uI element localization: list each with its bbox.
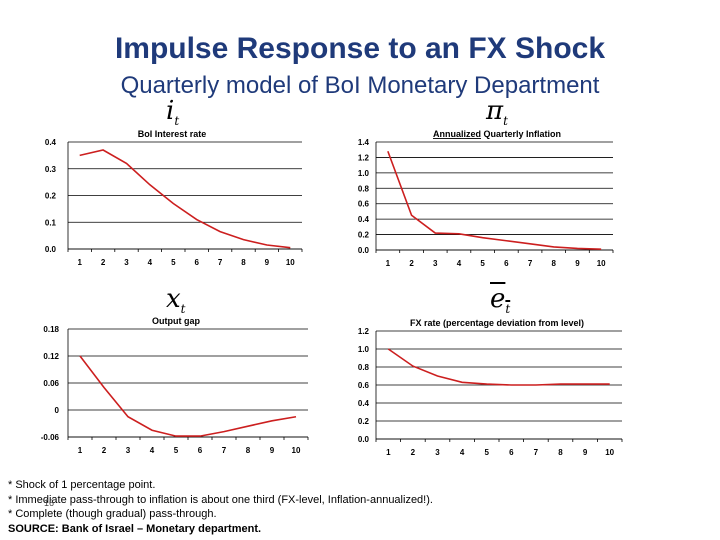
chart-title: FX rate (percentage deviation from level… xyxy=(410,318,584,328)
series-line xyxy=(79,355,297,437)
series-line xyxy=(387,348,610,386)
x-tick-label: 3 xyxy=(124,258,129,267)
page-title: Impulse Response to an FX Shock xyxy=(114,32,606,65)
x-tick-label: 1 xyxy=(78,446,83,455)
chart-title: Annualized Quarterly Inflation xyxy=(433,129,561,139)
y-tick-label: 0.4 xyxy=(358,399,370,408)
chart-title-rest: Quarterly Inflation xyxy=(481,129,561,139)
y-tick-label: 0.0 xyxy=(45,245,57,254)
notes-block: * Shock of 1 percentage point. * Immedia… xyxy=(8,478,433,536)
x-tick-label: 5 xyxy=(171,258,176,267)
x-tick-label: 1 xyxy=(77,258,82,267)
y-tick-label: 1.2 xyxy=(358,327,370,336)
x-tick-label: 4 xyxy=(150,446,155,455)
y-tick-label: 0.4 xyxy=(358,215,370,224)
x-tick-label: 4 xyxy=(460,448,465,457)
y-tick-label: 0.2 xyxy=(45,192,57,201)
series-line xyxy=(387,150,602,251)
x-tick-label: 2 xyxy=(411,448,416,457)
y-tick-label: -0.06 xyxy=(41,433,60,442)
x-tick-label: 4 xyxy=(148,258,153,267)
page-subtitle: Quarterly model of BoI Monetary Departme… xyxy=(120,72,600,99)
y-tick-label: 0.3 xyxy=(45,165,57,174)
x-tick-label: 6 xyxy=(509,448,514,457)
x-tick-label: 2 xyxy=(409,259,414,268)
x-tick-label: 5 xyxy=(484,448,489,457)
x-tick-label: 1 xyxy=(386,259,391,268)
y-tick-label: 0.4 xyxy=(45,138,57,147)
interest-rate-symbol: it xyxy=(166,96,180,129)
y-tick-label: 1.2 xyxy=(358,153,370,162)
x-tick-label: 3 xyxy=(433,259,438,268)
output-gap-symbol: xt xyxy=(166,284,186,317)
y-tick-label: 1.0 xyxy=(358,345,370,354)
x-tick-label: 8 xyxy=(246,446,251,455)
y-tick-label: 0.0 xyxy=(358,246,370,255)
x-tick-label: 9 xyxy=(575,259,580,268)
x-tick-label: 10 xyxy=(286,258,295,267)
x-tick-label: 7 xyxy=(534,448,539,457)
y-tick-label: 0.2 xyxy=(358,417,370,426)
x-tick-label: 7 xyxy=(218,258,223,267)
x-tick-label: 7 xyxy=(528,259,533,268)
x-tick-label: 4 xyxy=(457,259,462,268)
x-tick-label: 6 xyxy=(198,446,203,455)
source-line: SOURCE: Bank of Israel – Monetary depart… xyxy=(8,522,262,535)
chart-title-underlined: Annualized xyxy=(433,129,481,139)
x-tick-label: 3 xyxy=(435,448,440,457)
x-tick-label: 1 xyxy=(386,448,391,457)
y-tick-label: 0.12 xyxy=(43,352,59,361)
x-tick-label: 6 xyxy=(504,259,509,268)
y-tick-label: 0.6 xyxy=(358,381,370,390)
y-tick-label: 0.18 xyxy=(43,325,59,334)
y-tick-label: 0.06 xyxy=(43,379,59,388)
y-tick-label: 0.6 xyxy=(358,200,370,209)
y-tick-label: 0.2 xyxy=(358,231,370,240)
note-line: * Immediate pass-through to inflation is… xyxy=(8,493,433,506)
x-tick-label: 5 xyxy=(174,446,179,455)
page-number: 16 xyxy=(44,498,55,508)
inflation-symbol: πt xyxy=(486,96,508,129)
x-tick-label: 5 xyxy=(480,259,485,268)
x-tick-label: 6 xyxy=(194,258,199,267)
chart-title: BoI Interest rate xyxy=(138,129,207,139)
x-tick-label: 10 xyxy=(292,446,301,455)
x-tick-label: 8 xyxy=(558,448,563,457)
x-tick-label: 9 xyxy=(583,448,588,457)
y-tick-label: 1.4 xyxy=(358,138,370,147)
y-tick-label: 0.0 xyxy=(358,435,370,444)
y-tick-label: 0.1 xyxy=(45,218,57,227)
x-tick-label: 10 xyxy=(605,448,614,457)
series-line xyxy=(79,149,291,249)
x-tick-label: 2 xyxy=(102,446,107,455)
y-tick-label: 0.8 xyxy=(358,363,370,372)
x-tick-label: 7 xyxy=(222,446,227,455)
x-tick-label: 8 xyxy=(552,259,557,268)
note-line: * Complete (though gradual) pass-through… xyxy=(8,508,217,520)
y-tick-label: 0.8 xyxy=(358,184,370,193)
chart-title: Output gap xyxy=(152,316,200,326)
x-tick-label: 9 xyxy=(265,258,270,267)
y-tick-label: 0 xyxy=(55,406,60,415)
note-line: * Shock of 1 percentage point. xyxy=(8,479,156,491)
fx-rate-symbol: et xyxy=(490,284,511,317)
x-tick-label: 8 xyxy=(241,258,246,267)
x-tick-label: 3 xyxy=(126,446,131,455)
x-tick-label: 2 xyxy=(101,258,106,267)
x-tick-label: 10 xyxy=(597,259,606,268)
y-tick-label: 1.0 xyxy=(358,169,370,178)
x-tick-label: 9 xyxy=(270,446,275,455)
